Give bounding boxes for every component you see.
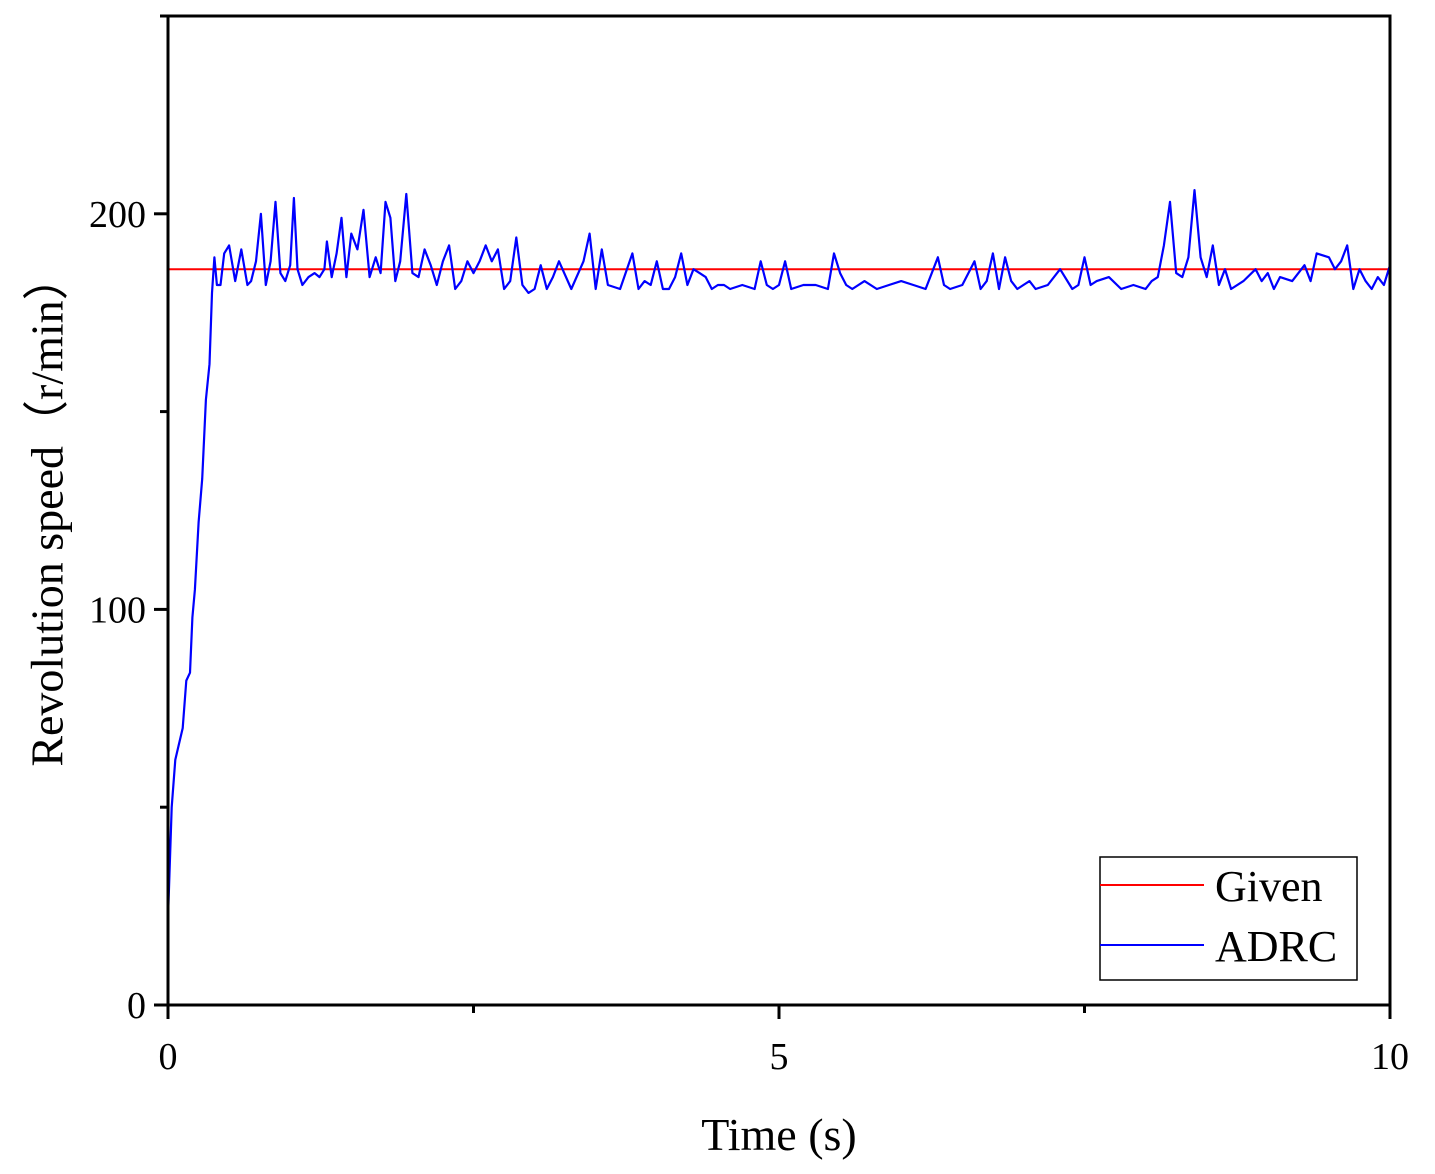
x-tick-label: 10: [1371, 1036, 1409, 1078]
y-tick-label: 100: [89, 589, 146, 631]
series-layer: [166, 189, 1392, 919]
plot-frame: [166, 14, 1392, 1007]
y-tick-label: 200: [89, 194, 146, 236]
x-tick-label: 5: [770, 1036, 789, 1078]
x-axis-title: Time (s): [701, 1109, 857, 1160]
legend-box: [1099, 856, 1358, 981]
series-line-adrc: [166, 189, 1392, 919]
legend: Given ADRC: [1099, 856, 1358, 981]
y-tick-label: 0: [127, 985, 146, 1027]
legend-label-given: Given: [1215, 862, 1323, 911]
legend-label-adrc: ADRC: [1215, 922, 1337, 971]
x-tick-label: 0: [159, 1036, 178, 1078]
y-axis-title: Revolution speed（r/min）: [22, 254, 73, 766]
